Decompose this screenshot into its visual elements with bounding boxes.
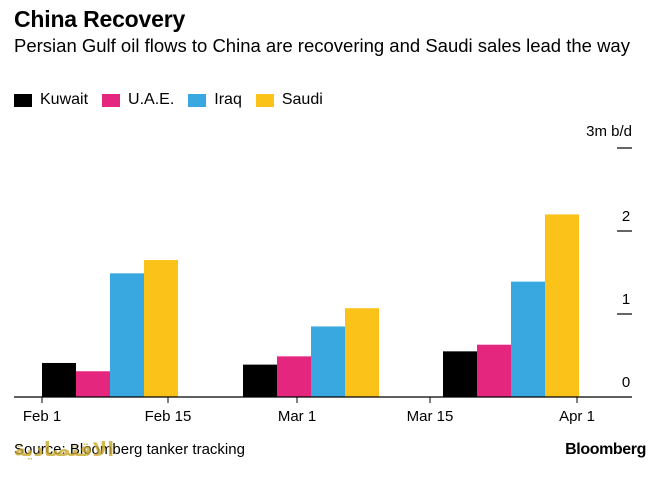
bar-iraq-3 xyxy=(511,281,545,397)
bloomberg-logo: Bloomberg xyxy=(565,441,646,458)
legend-swatch-saudi xyxy=(255,93,274,107)
legend-label-saudi: Saudi xyxy=(281,91,323,108)
bar-kuwait-2 xyxy=(243,364,277,397)
bar-saudi-1 xyxy=(144,260,178,397)
bar-saudi-3 xyxy=(545,214,579,397)
legend-swatch-uae xyxy=(102,93,121,107)
x-tick-label: Feb 15 xyxy=(145,408,192,425)
x-tick-label: Apr 1 xyxy=(559,408,595,425)
legend-label-kuwait: Kuwait xyxy=(40,91,89,108)
bar-kuwait-1 xyxy=(42,362,76,397)
legend: Kuwait U.A.E. Iraq Saudi xyxy=(14,89,337,111)
chart-title: China Recovery xyxy=(14,6,186,32)
legend-item-iraq: Iraq xyxy=(188,91,242,109)
legend-item-uae: U.A.E. xyxy=(102,91,174,109)
bar-uae-3 xyxy=(477,344,511,397)
legend-item-saudi: Saudi xyxy=(255,91,323,109)
legend-item-kuwait: Kuwait xyxy=(14,91,88,109)
y-tick-label: 0 xyxy=(622,374,630,391)
source-note: Source: Bloomberg tanker tracking xyxy=(14,441,245,458)
bar-iraq-2 xyxy=(311,326,345,397)
y-tick-label: 2 xyxy=(622,208,630,225)
bar-uae-2 xyxy=(277,356,311,397)
bar-kuwait-3 xyxy=(443,351,477,397)
legend-swatch-kuwait xyxy=(14,93,32,107)
y-tick-label: 1 xyxy=(622,291,630,308)
legend-label-iraq: Iraq xyxy=(214,91,242,108)
bar-iraq-1 xyxy=(110,273,144,397)
chart-subtitle: Persian Gulf oil flows to China are reco… xyxy=(14,35,630,56)
bar-saudi-2 xyxy=(345,308,379,397)
legend-label-uae: U.A.E. xyxy=(128,91,175,108)
legend-swatch-iraq xyxy=(188,93,207,107)
x-tick-label: Feb 1 xyxy=(23,408,61,425)
x-tick-label: Mar 1 xyxy=(278,408,316,425)
bar-uae-1 xyxy=(76,371,110,397)
y-unit-label: 3m b/d xyxy=(586,123,632,140)
x-tick-label: Mar 15 xyxy=(407,408,454,425)
